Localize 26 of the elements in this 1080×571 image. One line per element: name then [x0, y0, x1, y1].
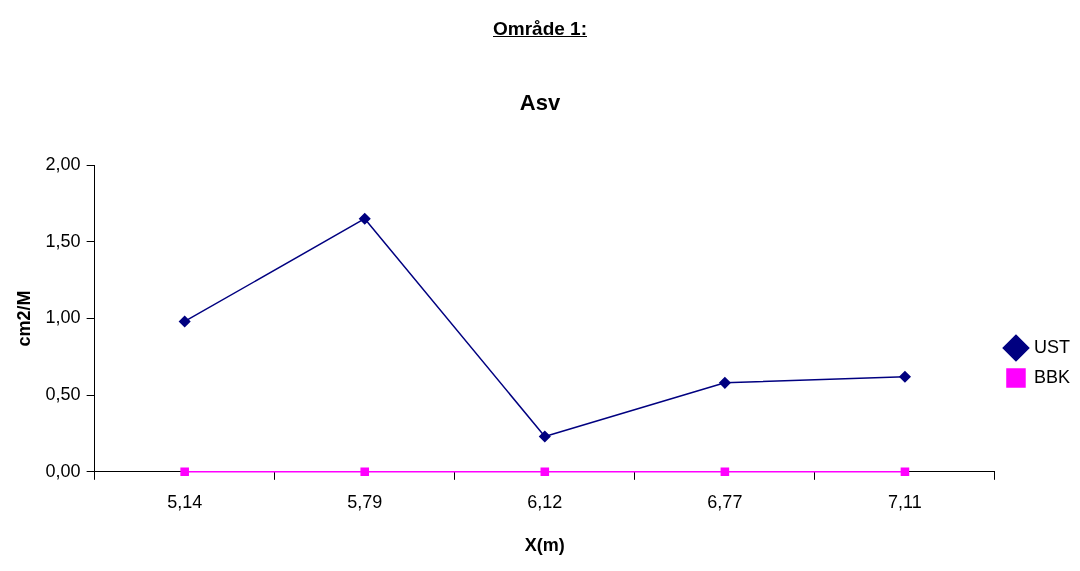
- point: [180, 467, 189, 477]
- legend-label: UST: [1033, 336, 1070, 357]
- point: [360, 467, 370, 477]
- point: [540, 467, 550, 477]
- chart-title: Område 1:: [492, 18, 588, 40]
- point: [358, 212, 371, 225]
- x-tick-label: 5,79: [347, 491, 383, 512]
- x-tick-label: 6,12: [527, 491, 563, 512]
- point: [720, 467, 730, 477]
- point: [178, 315, 191, 328]
- point: [719, 377, 731, 389]
- x-tick-label: 7,11: [888, 491, 922, 512]
- y-tick-label: 0,00: [45, 460, 81, 481]
- x-tick-label: 6,77: [707, 491, 743, 512]
- y-axis-title: cm2/M: [13, 290, 34, 347]
- y-tick-label: 0,50: [45, 384, 81, 405]
- y-tick-label: 1,00: [45, 307, 81, 328]
- point: [899, 370, 911, 383]
- point: [900, 467, 910, 477]
- y-tick-label: 1,50: [45, 230, 81, 251]
- chart-subtitle: Asv: [518, 90, 562, 116]
- y-tick-label: 2,00: [45, 153, 81, 174]
- point: [539, 430, 551, 443]
- x-axis-title: X(m): [524, 535, 565, 556]
- x-tick-label: 5,14: [167, 491, 203, 512]
- legend-label: BBK: [1033, 366, 1071, 387]
